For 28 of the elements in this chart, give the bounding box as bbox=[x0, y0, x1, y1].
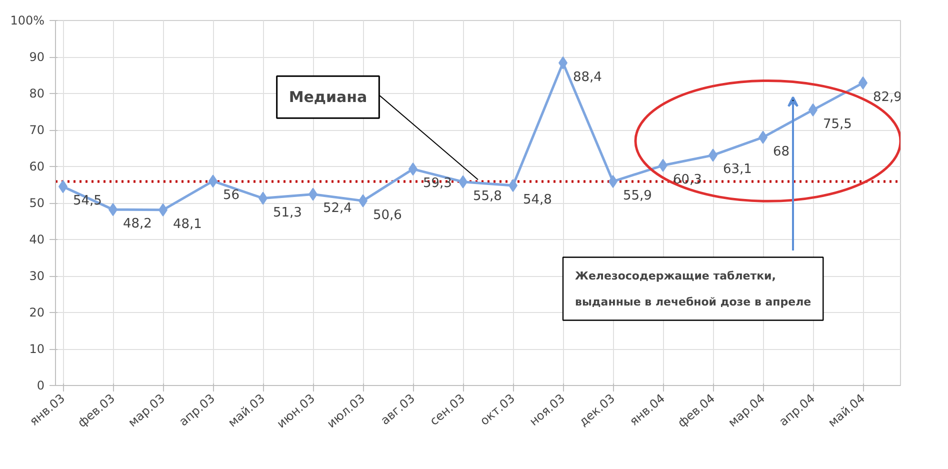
y-tick-label: 20 bbox=[29, 306, 45, 320]
data-label: 55,8 bbox=[473, 188, 502, 204]
data-label: 63,1 bbox=[723, 162, 752, 178]
y-tick-label: 80 bbox=[29, 86, 45, 100]
y-tick-label: 40 bbox=[29, 232, 45, 246]
data-label: 88,4 bbox=[573, 70, 602, 85]
data-label: 48,2 bbox=[123, 216, 152, 232]
y-tick-label: 70 bbox=[29, 123, 45, 137]
data-label: 55,9 bbox=[623, 188, 652, 204]
y-tick-label: 100% bbox=[10, 14, 45, 28]
data-label: 68 bbox=[773, 144, 790, 160]
data-label: 75,5 bbox=[823, 116, 852, 132]
annotation: Железосодержащие таблетки, выданные в лечебной дозе в апреле bbox=[575, 269, 812, 308]
y-tick-label: 60 bbox=[29, 160, 45, 174]
y-tick-label: 0 bbox=[36, 378, 45, 392]
data-label: 54,8 bbox=[523, 192, 552, 208]
data-label: 56 bbox=[223, 188, 240, 204]
ref-line-label: Медиана bbox=[288, 88, 368, 106]
data-label: 52,4 bbox=[323, 201, 352, 216]
y-tick-label: 50 bbox=[29, 196, 45, 210]
data-label: 60,3 bbox=[673, 172, 702, 188]
y-tick-label: 90 bbox=[29, 50, 45, 64]
y-tick-label: 10 bbox=[29, 342, 45, 356]
data-label: 51,3 bbox=[273, 205, 302, 220]
y-tick-label: 30 bbox=[29, 269, 45, 283]
data-label: 50,6 bbox=[373, 208, 402, 223]
data-label: 48,1 bbox=[173, 216, 202, 232]
data-label: 59,3 bbox=[423, 176, 452, 192]
